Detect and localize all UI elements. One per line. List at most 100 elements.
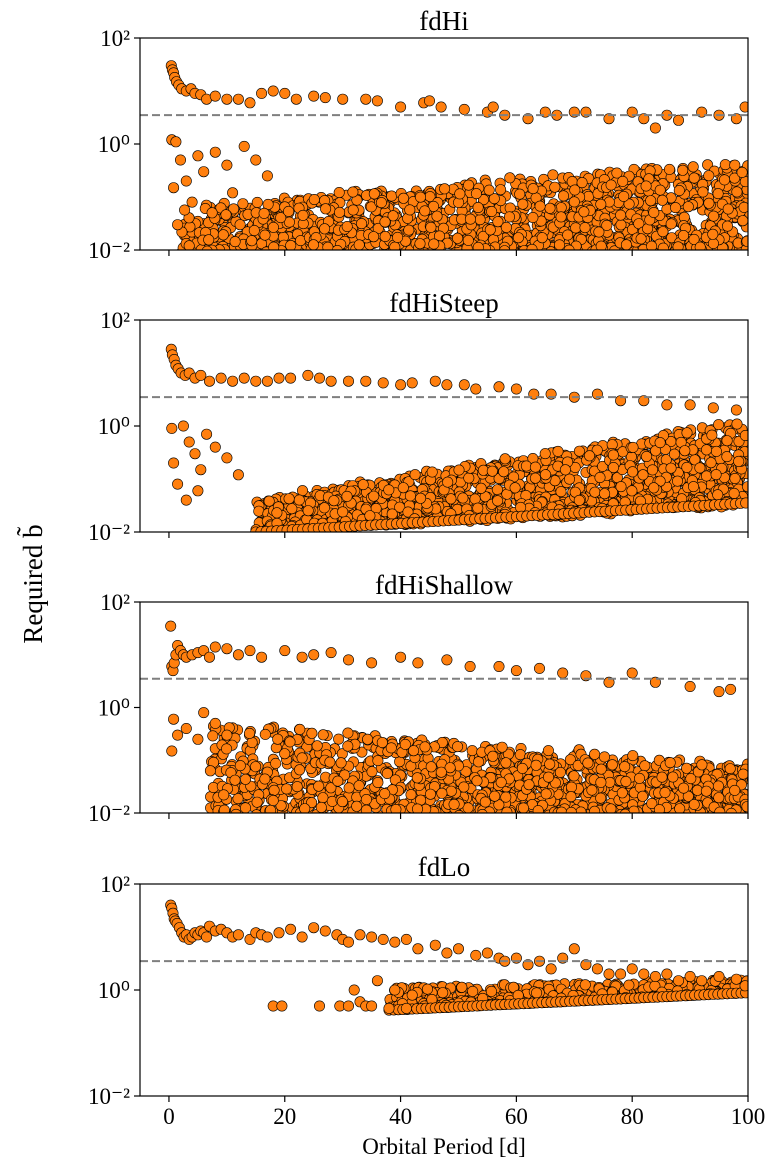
data-point <box>534 200 546 212</box>
data-point <box>466 745 478 757</box>
data-point <box>598 751 610 763</box>
data-point <box>281 783 293 795</box>
data-point <box>510 665 522 677</box>
data-point <box>315 801 327 813</box>
data-point <box>431 210 443 222</box>
data-point <box>635 233 647 245</box>
data-point <box>472 241 484 250</box>
data-point <box>648 482 660 494</box>
data-point <box>517 198 529 210</box>
data-point <box>462 802 474 813</box>
data-point <box>209 641 221 653</box>
data-point <box>616 787 628 799</box>
data-point <box>627 750 639 762</box>
data-point <box>250 375 262 387</box>
data-point <box>493 660 505 672</box>
data-point <box>694 462 706 474</box>
data-point <box>487 101 499 113</box>
data-point <box>218 804 230 813</box>
data-point <box>657 242 669 250</box>
data-point <box>357 479 369 491</box>
data-point <box>337 506 349 518</box>
data-point <box>424 788 436 800</box>
data-point <box>379 788 391 800</box>
data-point <box>471 775 483 787</box>
data-point <box>347 204 359 216</box>
data-point <box>272 733 284 745</box>
data-point <box>385 742 397 754</box>
data-point <box>540 788 552 800</box>
data-point <box>669 202 681 214</box>
data-point <box>411 772 423 784</box>
data-point <box>217 229 229 241</box>
data-point <box>238 372 250 384</box>
data-point <box>530 759 542 771</box>
data-point <box>637 469 649 481</box>
data-point <box>586 784 598 796</box>
data-point <box>646 797 658 809</box>
data-point <box>414 191 426 203</box>
data-point <box>426 466 438 478</box>
data-point <box>262 198 274 210</box>
data-point <box>186 196 198 208</box>
data-point <box>721 451 733 463</box>
data-point <box>470 188 482 200</box>
data-point <box>180 722 192 734</box>
data-point <box>360 804 372 813</box>
y-tick-label: 10⁰ <box>98 696 130 721</box>
data-point <box>594 471 606 483</box>
data-point <box>368 188 380 200</box>
data-point <box>713 686 725 698</box>
data-point <box>576 177 588 189</box>
data-point <box>688 172 700 184</box>
data-point <box>180 175 192 187</box>
data-point <box>593 226 605 238</box>
data-point <box>705 457 717 469</box>
data-point <box>259 728 271 740</box>
data-point <box>209 441 221 453</box>
data-point <box>308 194 320 206</box>
data-point <box>368 231 380 243</box>
data-point <box>517 802 529 813</box>
data-point <box>606 759 618 771</box>
data-point <box>435 766 447 778</box>
data-point <box>526 243 538 250</box>
data-point <box>452 741 464 753</box>
data-point <box>504 172 516 184</box>
data-point <box>251 796 263 808</box>
data-point <box>389 241 401 250</box>
data-point <box>688 798 700 810</box>
data-point <box>628 805 640 813</box>
data-point <box>168 457 180 469</box>
data-point <box>708 210 720 222</box>
data-point <box>523 779 535 791</box>
scatter-points <box>165 899 748 1016</box>
data-point <box>406 377 418 389</box>
data-point <box>232 649 244 661</box>
data-point <box>313 372 325 384</box>
data-point <box>678 782 690 794</box>
data-point <box>365 201 377 213</box>
data-point <box>366 657 378 669</box>
data-point <box>721 220 733 232</box>
data-point <box>221 159 233 171</box>
data-point <box>250 761 262 773</box>
data-point <box>557 667 569 679</box>
panel-title: fdLo <box>418 852 470 882</box>
data-point <box>207 730 219 742</box>
data-point <box>206 207 218 219</box>
data-point <box>386 508 398 520</box>
data-point <box>284 736 296 748</box>
data-point <box>246 736 258 748</box>
data-point <box>533 662 545 674</box>
data-point <box>595 776 607 788</box>
data-point <box>230 808 242 813</box>
data-point <box>623 198 635 210</box>
data-point <box>601 219 613 231</box>
data-point <box>172 478 184 490</box>
data-point <box>682 201 694 213</box>
data-point <box>397 482 409 494</box>
data-point <box>710 469 722 481</box>
data-point <box>325 782 337 794</box>
